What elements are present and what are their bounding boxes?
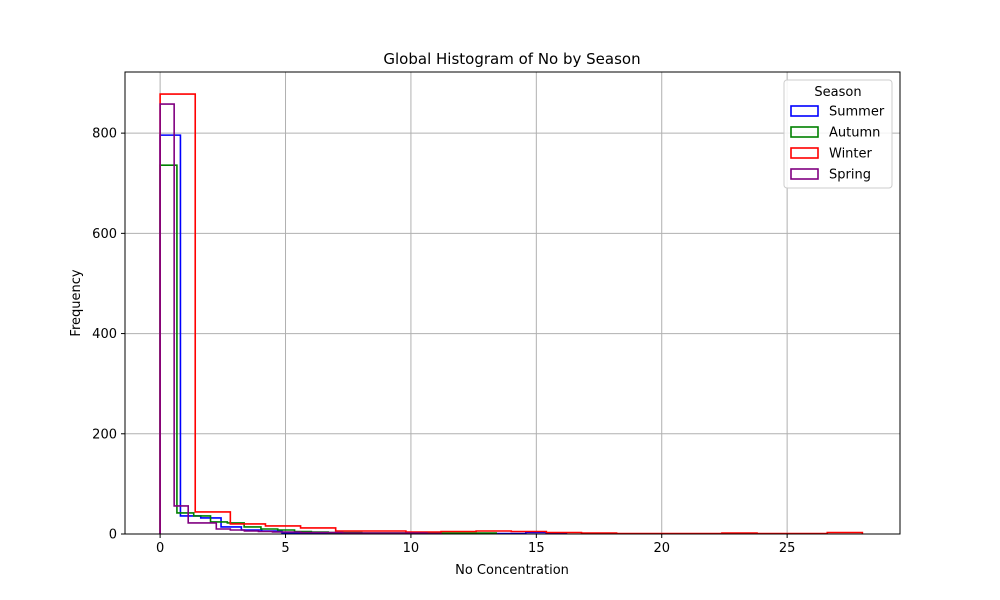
legend-label-summer: Summer bbox=[829, 105, 885, 120]
x-tick-label: 15 bbox=[528, 541, 545, 556]
legend: Season Summer Autumn Winter Spring bbox=[783, 79, 893, 189]
x-tick-label: 25 bbox=[779, 541, 796, 556]
x-tick-label: 5 bbox=[281, 541, 289, 556]
legend-swatch-winter bbox=[790, 147, 819, 159]
y-tick-label: 600 bbox=[92, 227, 117, 242]
histogram-summer bbox=[159, 134, 568, 535]
x-axis-title: No Concentration bbox=[455, 563, 569, 578]
y-tick-label: 400 bbox=[92, 327, 117, 342]
plot-area-frame bbox=[124, 71, 901, 535]
legend-swatch-summer bbox=[790, 105, 819, 117]
legend-label-winter: Winter bbox=[829, 147, 873, 162]
histogram-series bbox=[159, 93, 864, 535]
axis-ticks: 0 5 10 15 20 25 0 200 400 600 800 bbox=[92, 127, 795, 556]
legend-title: Season bbox=[814, 85, 861, 100]
y-tick-label: 200 bbox=[92, 427, 117, 442]
legend-swatch-autumn bbox=[790, 126, 819, 138]
legend-label-spring: Spring bbox=[829, 168, 871, 183]
x-tick-label: 0 bbox=[156, 541, 164, 556]
legend-frame bbox=[783, 79, 893, 189]
x-tick-label: 10 bbox=[403, 541, 420, 556]
y-tick-label: 800 bbox=[92, 127, 117, 142]
legend-items: Summer Autumn Winter Spring bbox=[790, 105, 885, 183]
legend-swatch-spring bbox=[790, 168, 819, 180]
x-tick-label: 20 bbox=[653, 541, 670, 556]
legend-label-autumn: Autumn bbox=[829, 126, 880, 141]
y-tick-label: 0 bbox=[109, 528, 117, 543]
histogram-spring bbox=[159, 103, 442, 535]
histogram-winter bbox=[159, 93, 864, 535]
chart-title: Global Histogram of No by Season bbox=[383, 50, 640, 68]
y-axis-title: Frequency bbox=[69, 269, 84, 336]
